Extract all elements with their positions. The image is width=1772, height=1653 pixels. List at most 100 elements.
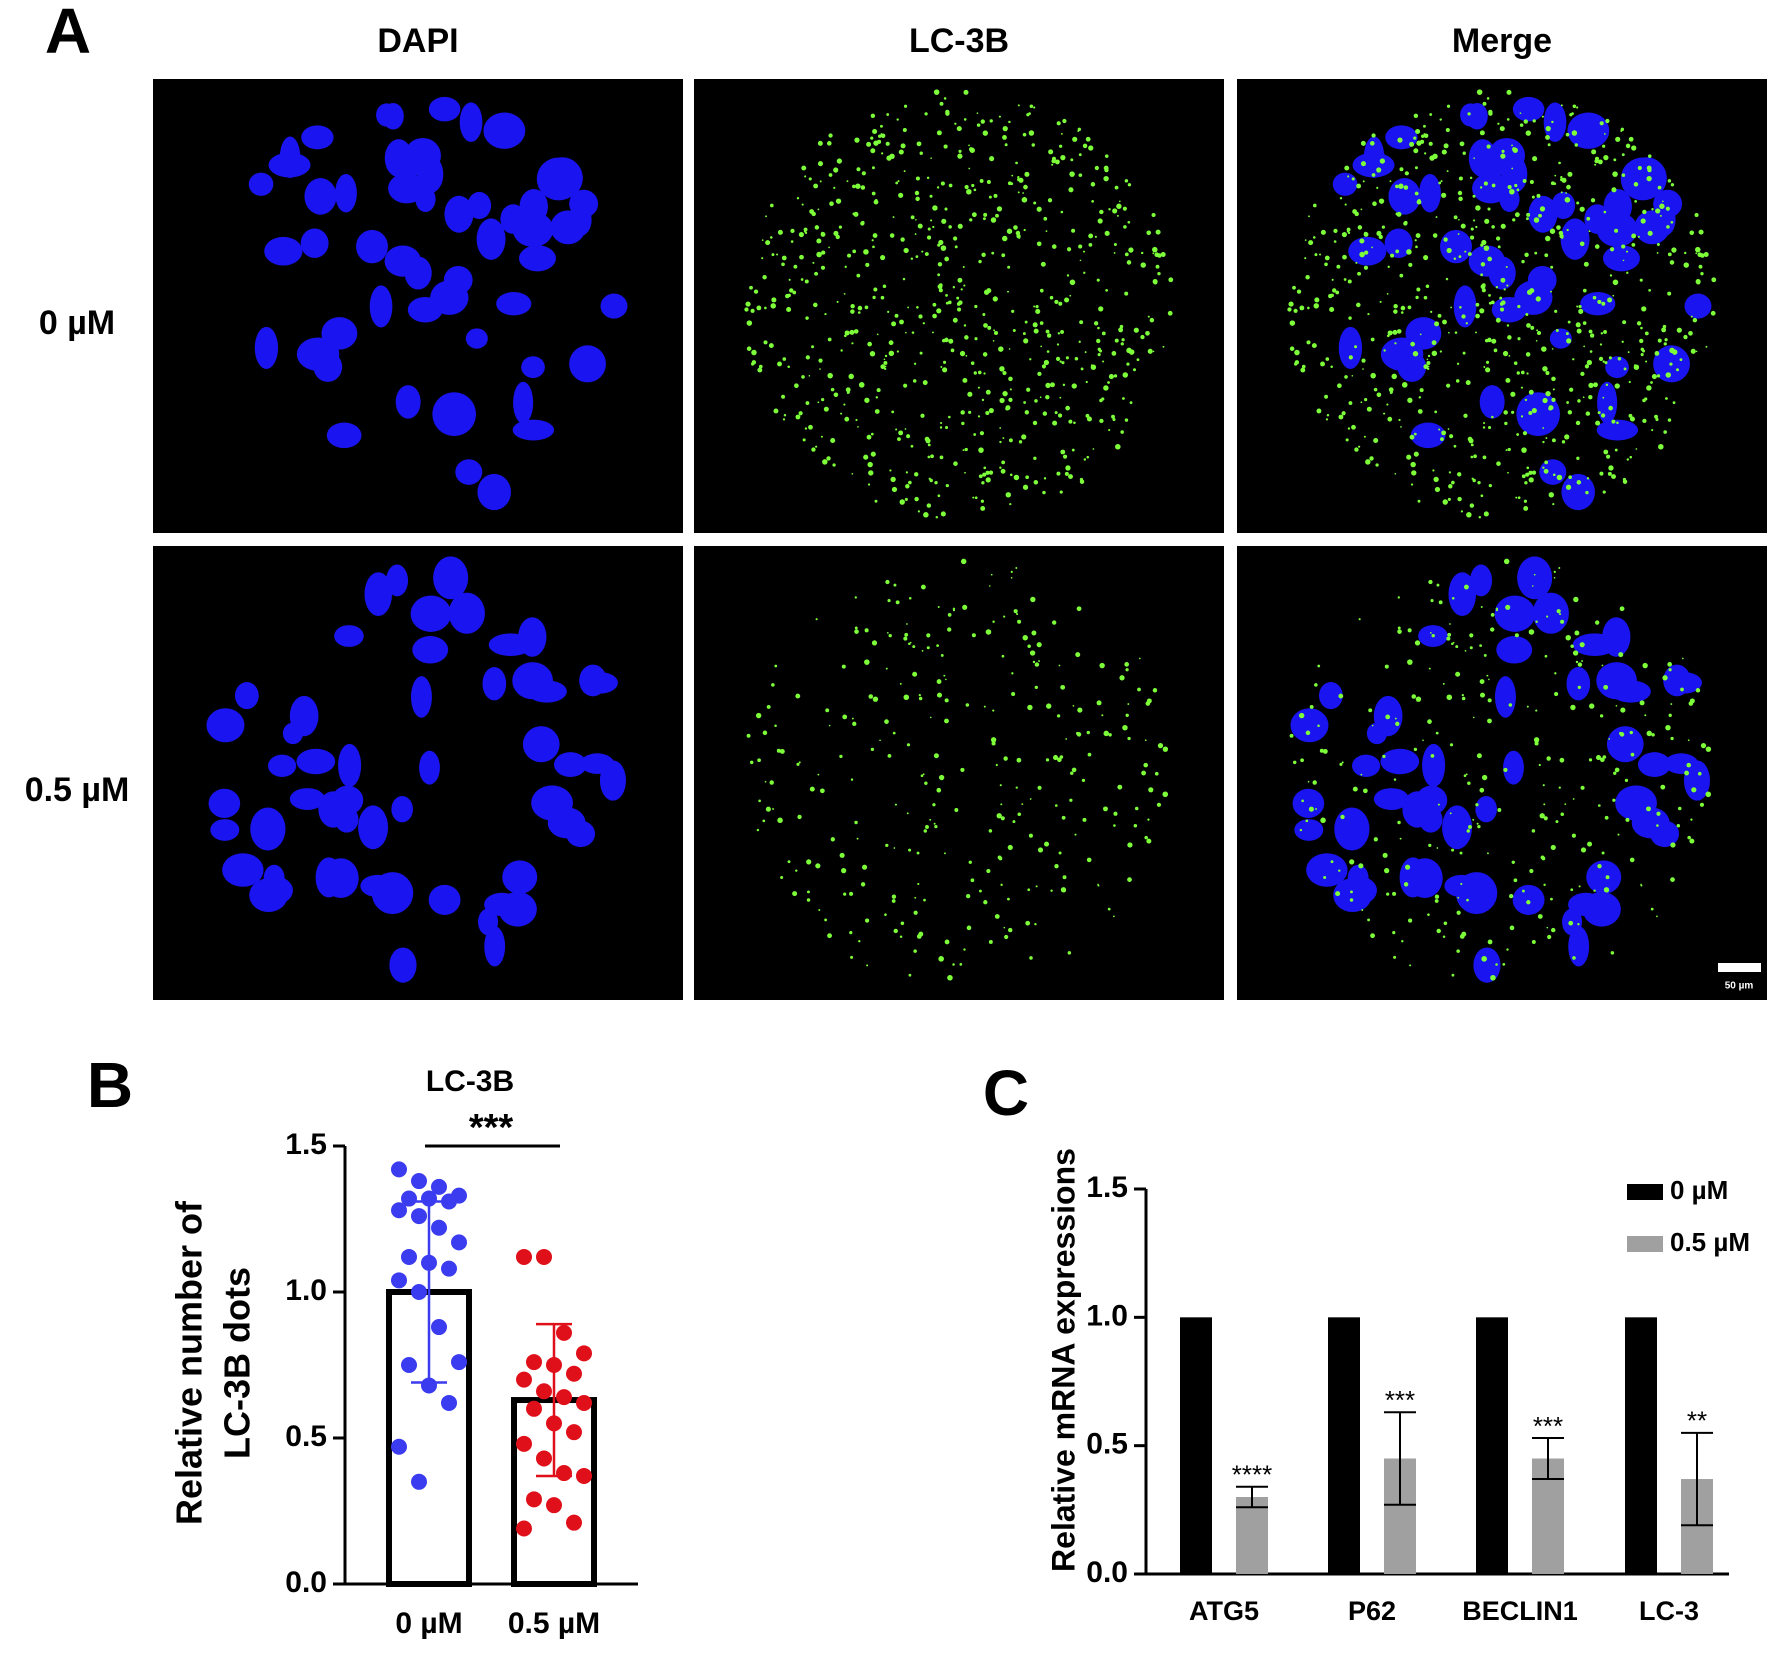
lc3b-dot <box>1480 262 1486 267</box>
lc3b-dot <box>1446 636 1451 641</box>
lc3b-dot <box>1102 360 1105 363</box>
lc3b-dot <box>793 264 798 269</box>
significance: **** <box>1232 1460 1272 1490</box>
lc3b-dot <box>1456 910 1461 915</box>
lc3b-dot <box>881 152 884 155</box>
lc3b-dot <box>822 459 828 465</box>
lc3b-dot <box>982 352 988 357</box>
bar <box>1476 1317 1508 1574</box>
lc3b-dot <box>934 825 938 829</box>
lc3b-dot <box>1462 151 1466 155</box>
error-bar <box>536 1322 572 1478</box>
lc3b-dot <box>1072 136 1078 142</box>
lc3b-dot <box>1593 382 1598 388</box>
lc3b-dot <box>1588 329 1593 334</box>
lc3b-dot <box>1308 240 1314 246</box>
lc3b-dot <box>954 808 959 812</box>
lc3b-dot <box>809 786 815 792</box>
lc3b-dot <box>915 218 917 221</box>
lc3b-dot <box>970 878 975 883</box>
lc3b-dot <box>1376 167 1382 173</box>
lc3b-dot <box>1451 642 1454 646</box>
lc3b-dot <box>1120 430 1124 434</box>
lc3b-dot <box>1400 311 1404 314</box>
lc3b-dot <box>893 847 896 849</box>
lc3b-dot <box>830 837 835 842</box>
data-point <box>411 1473 427 1490</box>
lc3b-dot <box>792 891 798 897</box>
lc3b-dot <box>1437 803 1440 806</box>
lc3b-dot <box>940 181 945 186</box>
lc3b-dot <box>1642 662 1648 669</box>
nucleus <box>410 676 432 718</box>
lc3b-dot <box>867 461 873 468</box>
lc3b-dot <box>1656 915 1658 918</box>
nucleus <box>1610 680 1651 703</box>
lc3b-dot <box>1119 324 1124 329</box>
lc3b-dot <box>904 632 909 637</box>
lc3b-dot <box>918 696 923 701</box>
lc3b-dot <box>828 173 833 177</box>
lc3b-dot <box>1516 371 1520 375</box>
lc3b-dot <box>1314 683 1318 687</box>
lc3b-dot <box>1096 278 1100 282</box>
lc3b-dot <box>823 406 829 412</box>
lc3b-dot <box>934 481 938 485</box>
lc3b-dot <box>1090 364 1097 370</box>
lc3b-dot <box>1137 687 1141 692</box>
lc3b-dot <box>1392 891 1397 896</box>
nucleus <box>412 636 449 664</box>
lc3b-dot <box>1126 260 1132 265</box>
lc3b-dot <box>988 407 994 414</box>
lc3b-dot <box>1438 428 1441 431</box>
lc3b-dot <box>1639 278 1643 282</box>
lc3b-dot <box>1387 330 1393 336</box>
lc3b-dot <box>771 297 777 303</box>
nucleus <box>389 947 417 983</box>
lc3b-dot <box>1021 434 1027 440</box>
lc3b-dot <box>1027 704 1033 711</box>
lc3b-dot <box>1453 444 1457 448</box>
lc3b-dot <box>1359 251 1365 258</box>
lc3b-dot <box>895 428 898 431</box>
lc3b-dot <box>1423 133 1426 136</box>
lc3b-dot <box>1152 350 1155 353</box>
lc3b-dot <box>1427 719 1432 724</box>
lc3b-dot <box>1326 414 1330 417</box>
nucleus <box>268 754 297 777</box>
lc3b-dot <box>1471 477 1474 480</box>
lc3b-dot <box>941 218 947 224</box>
nucleus <box>419 750 440 785</box>
lc3b-dot <box>1551 927 1556 933</box>
lc3b-dot <box>979 431 985 436</box>
lc3b-dot <box>1097 326 1100 330</box>
lc3b-dot <box>982 472 987 477</box>
lc3b-dot <box>1359 238 1365 244</box>
lc3b-dot <box>1457 496 1462 502</box>
lc3b-dot <box>974 496 978 500</box>
lc3b-dot <box>968 860 972 864</box>
lc3b-dot <box>908 480 912 485</box>
lc3b-dot <box>1409 964 1412 967</box>
lc3b-dot <box>1576 456 1580 460</box>
lc3b-dot <box>985 629 992 635</box>
nucleus <box>1560 218 1590 260</box>
nucleus <box>304 178 337 215</box>
y-tick-label: 0.5 <box>1086 1428 1128 1461</box>
lc3b-dot <box>1305 275 1310 280</box>
lc3b-dot <box>1415 128 1421 134</box>
y-tick-label: 1.5 <box>285 1128 327 1161</box>
lc3b-dot <box>1373 387 1378 392</box>
lc3b-dot <box>1408 918 1413 923</box>
nucleus <box>432 392 477 437</box>
lc3b-dot <box>1384 868 1390 874</box>
lc3b-dot <box>1113 252 1116 254</box>
lc3b-dot <box>1335 290 1340 295</box>
lc3b-dot <box>1361 909 1364 912</box>
lc3b-dot <box>1367 312 1370 316</box>
lc3b-dot <box>1053 755 1059 761</box>
lc3b-dot <box>1572 650 1579 656</box>
lc3b-dot <box>806 859 812 865</box>
lc3b-dot <box>1068 187 1074 193</box>
lc3b-dot <box>868 694 874 699</box>
